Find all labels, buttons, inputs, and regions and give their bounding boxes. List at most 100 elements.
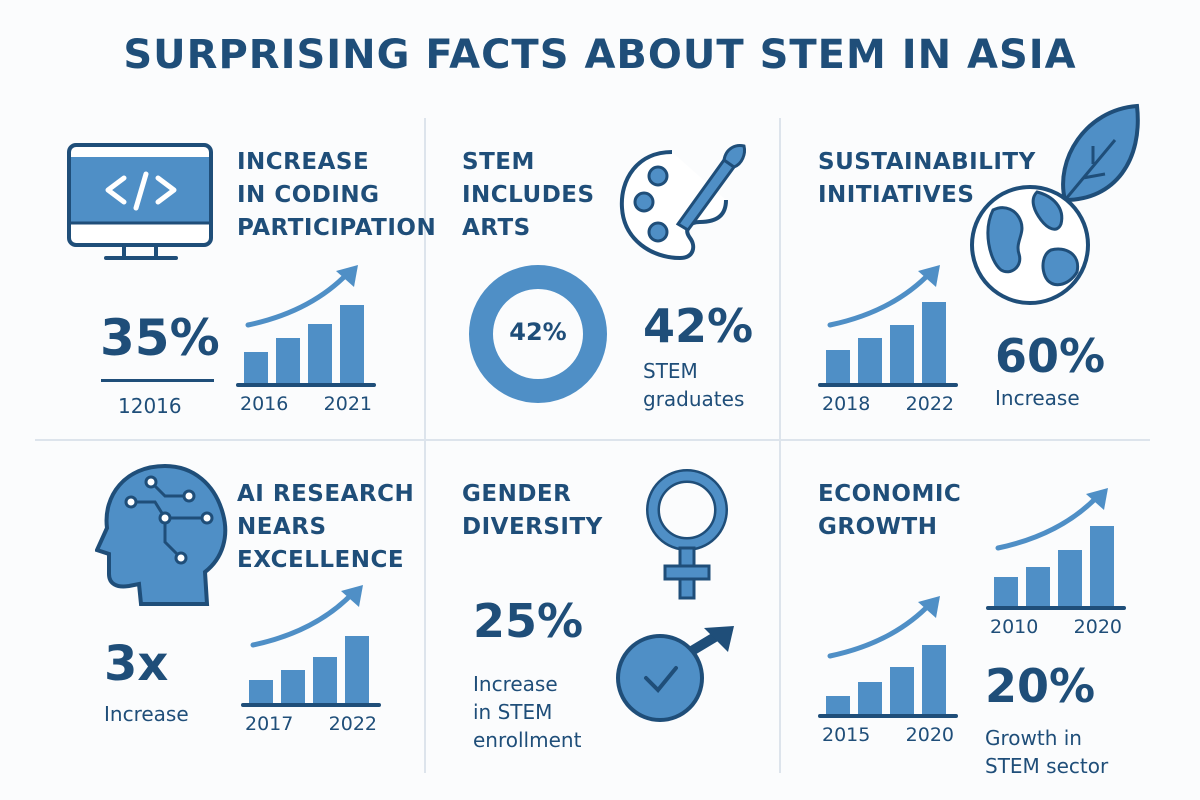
heading-line: GENDER <box>462 481 572 507</box>
chart-bar <box>308 324 332 385</box>
ai-heading: AI RESEARCH NEARS EXCELLENCE <box>237 478 414 577</box>
arts-stat: 42% <box>643 299 754 353</box>
economic-stat: 20% <box>985 659 1096 713</box>
sustainability-stat: 60% <box>995 329 1106 383</box>
chart-bar <box>249 680 273 705</box>
stat-underline <box>101 379 214 382</box>
gender-stat-caption: Increase in STEM enrollment <box>473 670 581 754</box>
heading-line: ARTS <box>462 215 531 241</box>
bar-chart <box>241 585 381 707</box>
trend-arrow-head-icon <box>336 265 358 287</box>
chart-bar <box>340 305 364 385</box>
chart-year-labels: 2016 2021 <box>236 393 376 415</box>
arts-stat-caption: STEM graduates <box>643 357 744 413</box>
gender-heading: GENDER DIVERSITY <box>462 478 603 544</box>
chart-bar <box>922 645 946 716</box>
chart-year-labels: 2018 2022 <box>818 393 958 415</box>
page-title: SURPRISING FACTS ABOUT STEM IN ASIA <box>123 32 1077 78</box>
year-label: 2020 <box>905 724 954 746</box>
trend-arrow <box>995 493 1101 551</box>
year-label: 2021 <box>323 393 372 415</box>
heading-line: INITIATIVES <box>818 182 975 208</box>
economic-chart-top: 2010 2020 <box>986 488 1126 638</box>
female-symbol-icon <box>646 469 728 600</box>
trend-arrow <box>250 590 356 648</box>
coding-stat: 35% <box>100 309 220 367</box>
year-label: 2015 <box>822 724 871 746</box>
heading-line: IN CODING <box>237 182 380 208</box>
year-label: 2010 <box>990 616 1039 638</box>
ai-chart: 2017 2022 <box>241 585 381 735</box>
bar-chart <box>236 265 376 387</box>
caption-line: in STEM <box>473 700 553 724</box>
year-label: 2018 <box>822 393 871 415</box>
chart-bar <box>826 696 850 716</box>
chart-year-labels: 2015 2020 <box>818 724 958 746</box>
sustainability-chart: 2018 2022 <box>818 265 958 415</box>
divider-vertical-2 <box>779 118 781 773</box>
heading-line: ECONOMIC <box>818 481 962 507</box>
trend-arrow-head-icon <box>1086 488 1108 510</box>
globe-leaf-icon <box>970 103 1140 305</box>
bar-chart <box>818 596 958 718</box>
heading-line: PARTICIPATION <box>237 215 437 241</box>
donut-label: 42% <box>509 318 567 346</box>
trend-arrow-head-icon <box>341 585 363 607</box>
trend-arrow <box>245 270 351 328</box>
gender-stat: 25% <box>473 594 584 648</box>
chart-bar <box>858 338 882 385</box>
chart-bar <box>890 325 914 385</box>
male-check-icon <box>616 626 734 722</box>
chart-bar <box>994 577 1018 608</box>
monitor-code-icon <box>67 143 213 260</box>
heading-line: NEARS <box>237 514 327 540</box>
caption-line: Increase <box>473 672 558 696</box>
chart-bar <box>1090 526 1114 608</box>
caption-line: STEM <box>643 359 698 383</box>
chart-bar <box>276 338 300 385</box>
sustainability-heading: SUSTAINABILITY INITIATIVES <box>818 146 1036 212</box>
coding-stat-caption: 12016 <box>118 394 182 418</box>
sustainability-stat-caption: Increase <box>995 386 1080 410</box>
palette-brush-icon <box>619 144 746 261</box>
ai-head-circuit-icon <box>95 463 228 606</box>
bar-chart <box>986 488 1126 610</box>
chart-bar <box>1058 550 1082 608</box>
coding-heading: INCREASE IN CODING PARTICIPATION <box>237 146 436 245</box>
heading-line: STEM <box>462 149 535 175</box>
arts-heading: STEM INCLUDES ARTS <box>462 146 595 245</box>
heading-line: SUSTAINABILITY <box>818 149 1036 175</box>
year-label: 2020 <box>1073 616 1122 638</box>
chart-year-labels: 2010 2020 <box>986 616 1126 638</box>
caption-line: STEM sector <box>985 754 1109 778</box>
graduates-donut <box>469 265 607 403</box>
year-label: 2016 <box>240 393 289 415</box>
trend-arrow <box>827 601 933 659</box>
bar-chart <box>818 265 958 387</box>
heading-line: INCLUDES <box>462 182 595 208</box>
economic-heading: ECONOMIC GROWTH <box>818 478 961 544</box>
heading-line: AI RESEARCH <box>237 481 415 507</box>
caption-line: enrollment <box>473 728 582 752</box>
coding-chart: 2016 2021 <box>236 265 376 415</box>
trend-arrow <box>827 270 933 328</box>
chart-bar <box>281 670 305 705</box>
heading-line: INCREASE <box>237 149 370 175</box>
chart-bar <box>858 682 882 716</box>
ai-stat-caption: Increase <box>104 702 189 726</box>
trend-arrow-head-icon <box>918 596 940 618</box>
chart-bar <box>313 657 337 705</box>
donut-ring <box>469 265 607 403</box>
year-label: 2022 <box>328 713 377 735</box>
heading-line: DIVERSITY <box>462 514 603 540</box>
heading-line: GROWTH <box>818 514 938 540</box>
divider-horizontal <box>35 439 1150 441</box>
year-label: 2022 <box>905 393 954 415</box>
trend-arrow-head-icon <box>918 265 940 287</box>
year-label: 2017 <box>245 713 294 735</box>
chart-bar <box>922 302 946 385</box>
chart-bar <box>1026 567 1050 608</box>
economic-chart-bottom: 2015 2020 <box>818 596 958 746</box>
chart-bar <box>244 352 268 385</box>
caption-line: graduates <box>643 387 745 411</box>
